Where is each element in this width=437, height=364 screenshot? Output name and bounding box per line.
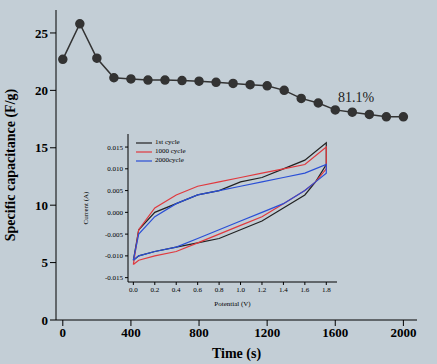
svg-text:2000: 2000 [390, 325, 416, 340]
svg-text:15: 15 [35, 140, 49, 155]
svg-text:0.0: 0.0 [129, 286, 138, 294]
svg-text:25: 25 [35, 26, 49, 41]
svg-text:1600: 1600 [322, 325, 348, 340]
svg-text:10: 10 [35, 198, 48, 213]
svg-text:0.010: 0.010 [107, 165, 123, 173]
svg-text:0: 0 [42, 313, 49, 328]
svg-text:0.8: 0.8 [215, 286, 224, 294]
svg-text:Potential (V): Potential (V) [214, 300, 251, 308]
html-text:1st cycle: 1st cycle [155, 138, 180, 146]
svg-text:800: 800 [189, 325, 209, 340]
svg-text:0.005: 0.005 [107, 187, 123, 195]
svg-text:0.4: 0.4 [172, 286, 181, 294]
svg-text:400: 400 [121, 325, 141, 340]
html-text:2000cycle: 2000cycle [155, 156, 184, 164]
svg-text:-0.005: -0.005 [105, 231, 124, 239]
svg-text:-0.010: -0.010 [105, 252, 124, 260]
svg-text:0.000: 0.000 [107, 209, 123, 217]
html-text:81.1%: 81.1% [338, 90, 375, 105]
svg-text:Time (s): Time (s) [212, 346, 261, 362]
svg-text:0: 0 [60, 325, 67, 340]
svg-text:1.8: 1.8 [322, 286, 331, 294]
svg-text:1.2: 1.2 [258, 286, 267, 294]
svg-text:1.6: 1.6 [300, 286, 309, 294]
html-text:1000 cycle: 1000 cycle [155, 147, 186, 155]
svg-text:Specific capacitance (F/g): Specific capacitance (F/g) [3, 88, 19, 241]
svg-text:20: 20 [35, 83, 48, 98]
svg-text:1.4: 1.4 [279, 286, 288, 294]
svg-text:1.0: 1.0 [236, 286, 245, 294]
svg-text:1200: 1200 [254, 325, 280, 340]
svg-text:0.015: 0.015 [107, 144, 123, 152]
svg-text:0.2: 0.2 [150, 286, 159, 294]
svg-text:5: 5 [42, 255, 49, 270]
svg-text:-0.015: -0.015 [105, 274, 124, 282]
svg-text:0.6: 0.6 [193, 286, 202, 294]
svg-text:Current (A): Current (A) [82, 191, 90, 225]
